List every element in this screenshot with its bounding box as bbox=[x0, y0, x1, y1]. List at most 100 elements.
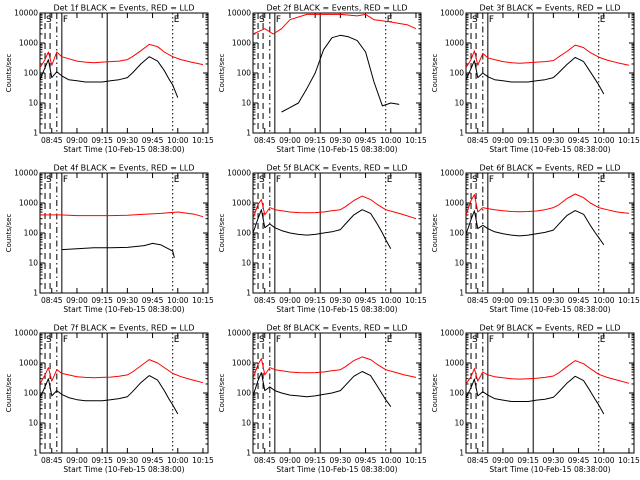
series-line bbox=[281, 34, 400, 113]
chart-title: Det 9f BLACK = Events, RED = LLD bbox=[479, 324, 620, 333]
x-tick-label: 10:15 bbox=[405, 456, 427, 465]
x-tick-label: 10:15 bbox=[192, 136, 214, 145]
x-tick-label: 08:45 bbox=[41, 136, 63, 145]
x-tick-label: 09:15 bbox=[304, 456, 326, 465]
x-tick-label: 10:00 bbox=[380, 136, 402, 145]
event-marker: E bbox=[174, 335, 180, 345]
series-line bbox=[466, 210, 605, 246]
y-tick-label: 1 bbox=[246, 449, 251, 458]
x-tick-label: 09:30 bbox=[543, 136, 565, 145]
plot-frame bbox=[39, 12, 209, 134]
event-marker: F bbox=[63, 335, 68, 345]
event-marker: S bbox=[259, 335, 265, 345]
series-line bbox=[253, 13, 417, 35]
x-tick-label: 08:45 bbox=[467, 136, 489, 145]
x-tick-label: 10:00 bbox=[593, 296, 615, 305]
y-tick-label: 10000 bbox=[227, 9, 251, 18]
chart-panel: Det 2f BLACK = Events, RED = LLD Counts/s… bbox=[218, 4, 427, 155]
event-marker: S bbox=[472, 335, 478, 345]
event-marker: E bbox=[600, 335, 606, 345]
chart-panel: Det 8f BLACK = Events, RED = LLD Counts/s… bbox=[218, 324, 427, 475]
y-tick-label: 10 bbox=[241, 419, 251, 428]
event-marker: E bbox=[174, 15, 180, 25]
x-axis-label: Start Time (10-Feb-15 08:38:00) bbox=[489, 465, 610, 474]
y-axis-label: Counts/sec bbox=[218, 374, 226, 413]
x-axis-label: Start Time (10-Feb-15 08:38:00) bbox=[489, 305, 610, 314]
x-tick-label: 09:15 bbox=[517, 296, 539, 305]
x-tick-label: 09:30 bbox=[543, 296, 565, 305]
x-tick-label: 09:15 bbox=[304, 296, 326, 305]
x-tick-label: 09:45 bbox=[142, 296, 164, 305]
y-tick-label: 10000 bbox=[14, 169, 38, 178]
y-tick-label: 1000 bbox=[232, 39, 251, 48]
x-tick-label: 10:15 bbox=[192, 456, 214, 465]
event-marker: S bbox=[46, 335, 52, 345]
x-tick-label: 10:00 bbox=[593, 456, 615, 465]
y-tick-label: 100 bbox=[450, 229, 465, 238]
x-tick-label: 10:00 bbox=[593, 136, 615, 145]
event-marker: S bbox=[46, 175, 52, 185]
y-tick-label: 1000 bbox=[19, 199, 38, 208]
y-tick-label: 10000 bbox=[14, 9, 38, 18]
plot-frame bbox=[39, 332, 209, 454]
chart-panel: Det 5f BLACK = Events, RED = LLD Counts/s… bbox=[218, 164, 427, 315]
x-tick-label: 09:00 bbox=[66, 456, 88, 465]
x-tick-label: 09:00 bbox=[66, 136, 88, 145]
event-marker: S bbox=[259, 175, 265, 185]
x-tick-label: 10:00 bbox=[167, 456, 189, 465]
y-tick-label: 1000 bbox=[19, 359, 38, 368]
series-line bbox=[40, 359, 204, 385]
x-tick-label: 09:45 bbox=[568, 136, 590, 145]
event-marker: F bbox=[276, 335, 281, 345]
event-marker: S bbox=[259, 15, 265, 25]
x-tick-label: 09:30 bbox=[330, 136, 352, 145]
y-axis-label: Counts/sec bbox=[5, 374, 13, 413]
event-marker: F bbox=[63, 175, 68, 185]
chart-panel: Det 1f BLACK = Events, RED = LLD Counts/s… bbox=[5, 4, 214, 155]
chart-panel: Det 9f BLACK = Events, RED = LLD Counts/s… bbox=[431, 324, 640, 475]
x-axis-label: Start Time (10-Feb-15 08:38:00) bbox=[63, 305, 184, 314]
y-axis-label: Counts/sec bbox=[5, 214, 13, 253]
x-axis-label: Start Time (10-Feb-15 08:38:00) bbox=[276, 305, 397, 314]
x-tick-label: 09:00 bbox=[279, 456, 301, 465]
x-tick-label: 09:45 bbox=[568, 456, 590, 465]
x-tick-label: 08:45 bbox=[467, 456, 489, 465]
x-tick-label: 09:30 bbox=[117, 456, 139, 465]
y-tick-label: 1 bbox=[33, 129, 38, 138]
x-tick-label: 09:30 bbox=[117, 296, 139, 305]
event-marker: S bbox=[472, 15, 478, 25]
series-line bbox=[40, 56, 179, 98]
event-marker: E bbox=[174, 175, 180, 185]
chart-title: Det 7f BLACK = Events, RED = LLD bbox=[53, 324, 194, 333]
event-marker: S bbox=[472, 175, 478, 185]
series-line bbox=[61, 242, 175, 258]
x-tick-label: 09:45 bbox=[355, 136, 377, 145]
x-tick-label: 10:15 bbox=[618, 136, 640, 145]
x-tick-label: 10:15 bbox=[618, 456, 640, 465]
x-tick-label: 10:00 bbox=[167, 136, 189, 145]
x-tick-label: 08:45 bbox=[467, 296, 489, 305]
event-marker: F bbox=[489, 175, 494, 185]
y-axis-label: Counts/sec bbox=[218, 54, 226, 93]
x-axis-label: Start Time (10-Feb-15 08:38:00) bbox=[63, 145, 184, 154]
chart-title: Det 8f BLACK = Events, RED = LLD bbox=[266, 324, 407, 333]
series-line bbox=[40, 375, 179, 415]
y-axis-label: Counts/sec bbox=[431, 54, 439, 93]
x-tick-label: 09:30 bbox=[330, 296, 352, 305]
y-tick-label: 1000 bbox=[232, 359, 251, 368]
x-tick-label: 08:45 bbox=[254, 296, 276, 305]
plot-frame bbox=[252, 172, 422, 294]
x-tick-label: 10:00 bbox=[380, 296, 402, 305]
series-line bbox=[40, 211, 204, 218]
series-line bbox=[466, 375, 605, 415]
x-tick-label: 09:45 bbox=[355, 456, 377, 465]
x-tick-label: 08:45 bbox=[254, 136, 276, 145]
x-tick-label: 09:00 bbox=[492, 456, 514, 465]
y-tick-label: 10 bbox=[241, 99, 251, 108]
x-tick-label: 09:15 bbox=[91, 136, 113, 145]
series-line bbox=[40, 43, 204, 68]
series-line bbox=[253, 195, 417, 220]
plot-frame bbox=[465, 172, 635, 294]
y-tick-label: 1 bbox=[459, 129, 464, 138]
